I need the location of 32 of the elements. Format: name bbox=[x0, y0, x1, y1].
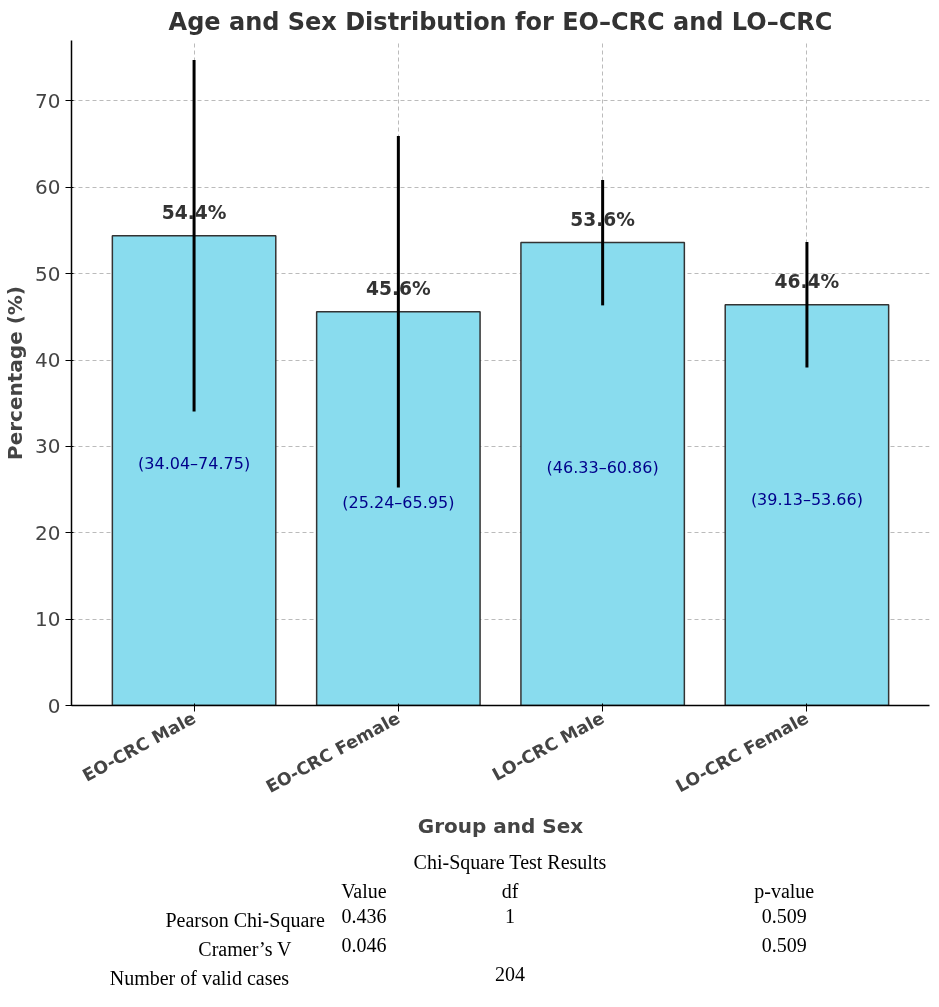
text: 0.509 bbox=[761, 933, 807, 956]
y-tick-label: 20 bbox=[35, 520, 61, 545]
text: 1 bbox=[505, 904, 516, 927]
x-axis-title: Group and Sex bbox=[417, 813, 584, 838]
text: 0.436 bbox=[341, 904, 387, 927]
y-tick-label: 60 bbox=[35, 175, 61, 200]
annotation: (46.33–60.86) bbox=[546, 457, 659, 477]
annotation: (39.13–53.66) bbox=[750, 489, 863, 509]
text: Number of valid cases bbox=[109, 966, 290, 989]
text: Cramer’s V bbox=[198, 937, 293, 960]
text: Value bbox=[341, 879, 387, 902]
text: p-value bbox=[754, 879, 815, 903]
text: Chi-Square Test Results bbox=[413, 850, 607, 874]
y-axis-title: Percentage (%) bbox=[3, 286, 28, 460]
text: Pearson Chi-Square bbox=[165, 908, 325, 932]
y-tick-label: 10 bbox=[35, 607, 61, 632]
bar bbox=[315, 310, 481, 706]
y-tick-label: 50 bbox=[35, 261, 61, 286]
bar bbox=[111, 234, 277, 706]
text: 0.509 bbox=[761, 904, 807, 927]
annotation: (34.04–74.75) bbox=[138, 454, 251, 474]
chart-title: Age and Sex Distribution for EO–CRC and LO–CRC bbox=[168, 7, 833, 36]
y-tick-label: 0 bbox=[47, 693, 61, 718]
bar bbox=[724, 304, 890, 706]
text: df bbox=[501, 879, 519, 902]
y-tick-label: 30 bbox=[35, 434, 61, 459]
text: 0.046 bbox=[341, 933, 387, 956]
y-tick-label: 40 bbox=[35, 348, 61, 373]
annotation: (25.24–65.95) bbox=[342, 493, 455, 513]
text: 204 bbox=[495, 962, 526, 985]
y-tick-label: 70 bbox=[35, 88, 61, 113]
bar bbox=[520, 241, 686, 706]
